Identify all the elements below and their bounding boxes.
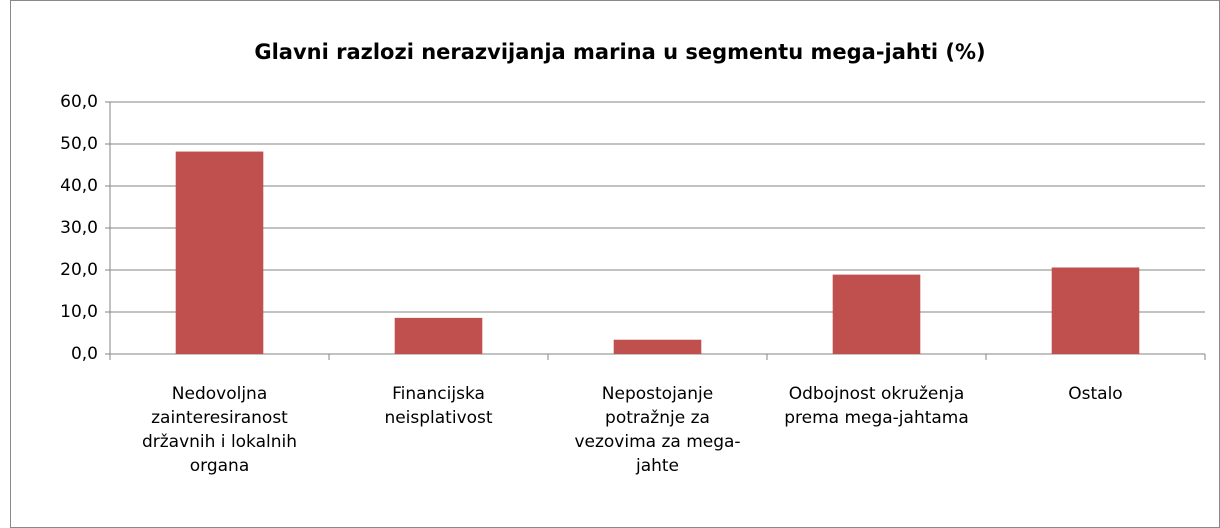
- bar: [832, 274, 921, 354]
- x-tick-label: Nedovoljna zainteresiranost državnih i l…: [141, 384, 298, 476]
- y-tick-label: 30,0: [60, 218, 98, 238]
- bar: [1051, 267, 1140, 354]
- y-tick-label: 50,0: [60, 134, 98, 154]
- x-tick-label: Financijska neisplativost: [384, 384, 493, 428]
- x-tick-label: Ostalo: [1068, 384, 1123, 404]
- chart-title: Glavni razlozi nerazvijanja marina u seg…: [254, 40, 985, 64]
- x-tick-label: Nepostojanje potražnje za vezovima za me…: [574, 384, 741, 476]
- y-tick-label: 10,0: [60, 302, 98, 322]
- y-tick-label: 60,0: [60, 92, 98, 112]
- y-tick-label: 20,0: [60, 260, 98, 280]
- y-tick-label: 40,0: [60, 176, 98, 196]
- bar: [175, 151, 264, 354]
- bar: [613, 339, 702, 354]
- x-tick-label: Odbojnost okruženja prema mega-jahtama: [784, 384, 969, 428]
- bar: [394, 317, 483, 354]
- y-tick-label: 0,0: [71, 344, 98, 364]
